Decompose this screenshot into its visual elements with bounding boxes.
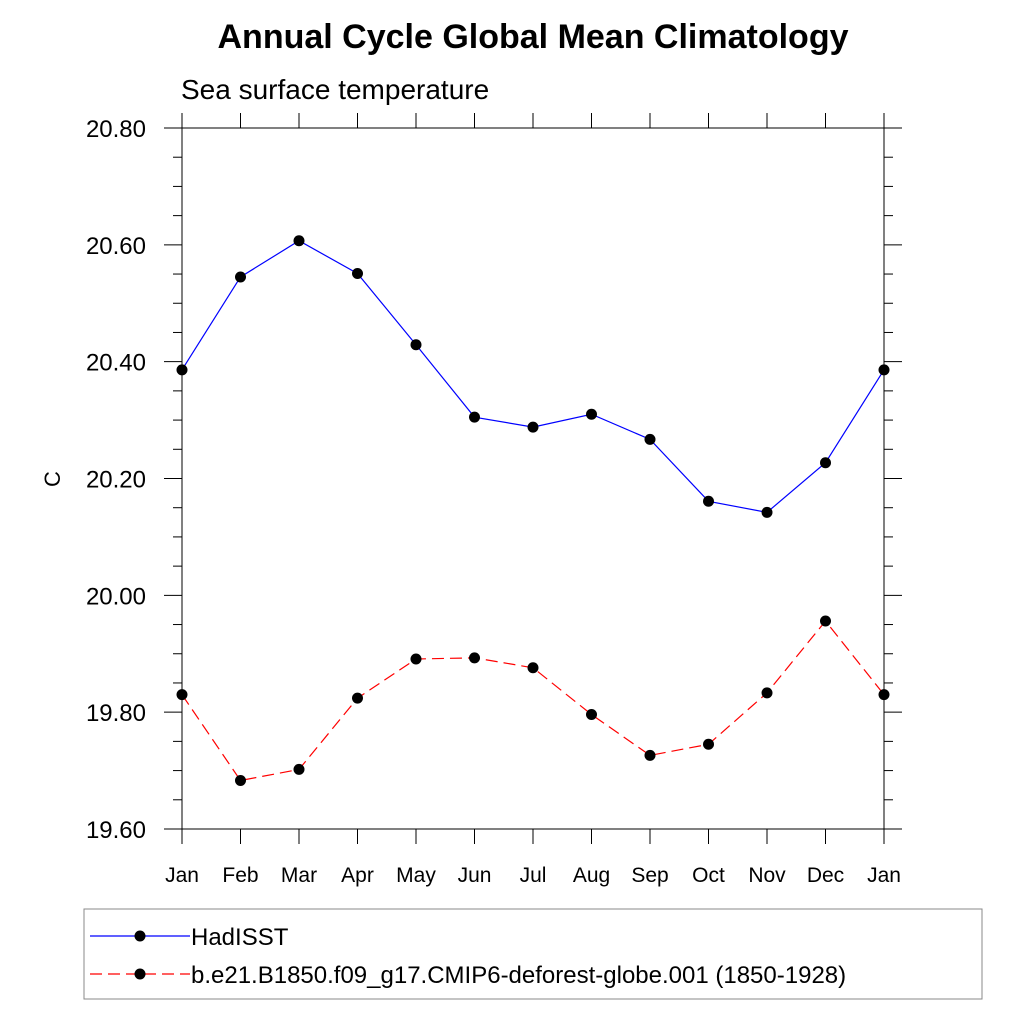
- series-2-point: [820, 615, 831, 627]
- x-tick-label: Aug: [573, 864, 610, 887]
- x-tick-label: Dec: [807, 864, 844, 887]
- chart-title: Annual Cycle Global Mean Climatology: [218, 18, 849, 56]
- series-2-point: [235, 775, 246, 787]
- y-tick-label: 20.60: [86, 233, 146, 260]
- series-2-point: [352, 692, 363, 704]
- x-tick-label: Mar: [281, 864, 317, 887]
- x-tick-label: Jul: [520, 864, 547, 887]
- series-line-1: [181, 240, 885, 514]
- series-1-point: [644, 433, 656, 445]
- legend: HadISST b.e21.B1850.f09_g17.CMIP6-defores…: [90, 924, 846, 989]
- series-1-point: [703, 495, 714, 507]
- plot-frame: [181, 127, 885, 830]
- x-tick-label: Apr: [341, 864, 374, 887]
- series-2-point: [703, 738, 714, 750]
- series-1-point: [586, 408, 597, 420]
- series-2-point: [469, 652, 480, 664]
- series-1-point: [352, 267, 363, 279]
- x-tick-label: Nov: [748, 864, 786, 887]
- legend-marker-2: [134, 968, 146, 980]
- x-tick-label: May: [396, 864, 436, 887]
- y-tick-label: 20.00: [86, 583, 146, 610]
- series-2-point: [176, 689, 188, 701]
- chart-subtitle: Sea surface temperature: [181, 74, 489, 105]
- series-1-point: [235, 271, 246, 283]
- series-2-point: [410, 653, 422, 665]
- x-tick-label: Feb: [222, 864, 258, 887]
- y-tick-label: 19.80: [86, 700, 146, 727]
- x-tick-label: Jun: [458, 864, 492, 887]
- x-tick-label: Jan: [165, 864, 199, 887]
- series-1-point: [410, 339, 422, 351]
- series-2-point: [878, 689, 890, 701]
- y-tick-label: 19.60: [86, 817, 146, 844]
- axis-ticks: [164, 113, 902, 844]
- y-axis-label: C: [40, 471, 65, 487]
- x-tick-labels: Jan Feb Mar Apr May Jun Jul Aug Sep Oct Nov Dec Jan: [165, 864, 901, 887]
- series-1-point: [761, 506, 773, 518]
- series-1-point: [176, 364, 188, 376]
- series-1-point: [469, 411, 480, 423]
- series-1-point: [527, 421, 539, 433]
- legend-box: [83, 908, 983, 1000]
- x-tick-label: Oct: [692, 864, 725, 887]
- series-line-2: [181, 620, 885, 782]
- data-series: [176, 235, 890, 787]
- y-tick-label: 20.80: [86, 116, 146, 143]
- series-2-point: [644, 749, 656, 761]
- y-tick-label: 20.40: [86, 350, 146, 377]
- y-tick-labels: 19.60 19.80 20.00 20.20 20.40 20.60 20.80: [86, 116, 146, 844]
- y-tick-label: 20.20: [86, 467, 146, 494]
- series-2-point: [293, 763, 305, 775]
- series-2-point: [761, 687, 773, 699]
- legend-label-1: HadISST: [191, 924, 289, 951]
- legend-marker-1: [134, 930, 146, 942]
- x-tick-label: Jan: [867, 864, 901, 887]
- series-1-point: [293, 235, 305, 247]
- series-2-point: [586, 709, 597, 721]
- series-2-point: [527, 662, 539, 674]
- legend-label-2: b.e21.B1850.f09_g17.CMIP6-deforest-globe…: [191, 962, 846, 989]
- series-1-point: [878, 364, 890, 376]
- x-tick-label: Sep: [631, 864, 668, 887]
- series-1-point: [820, 457, 831, 469]
